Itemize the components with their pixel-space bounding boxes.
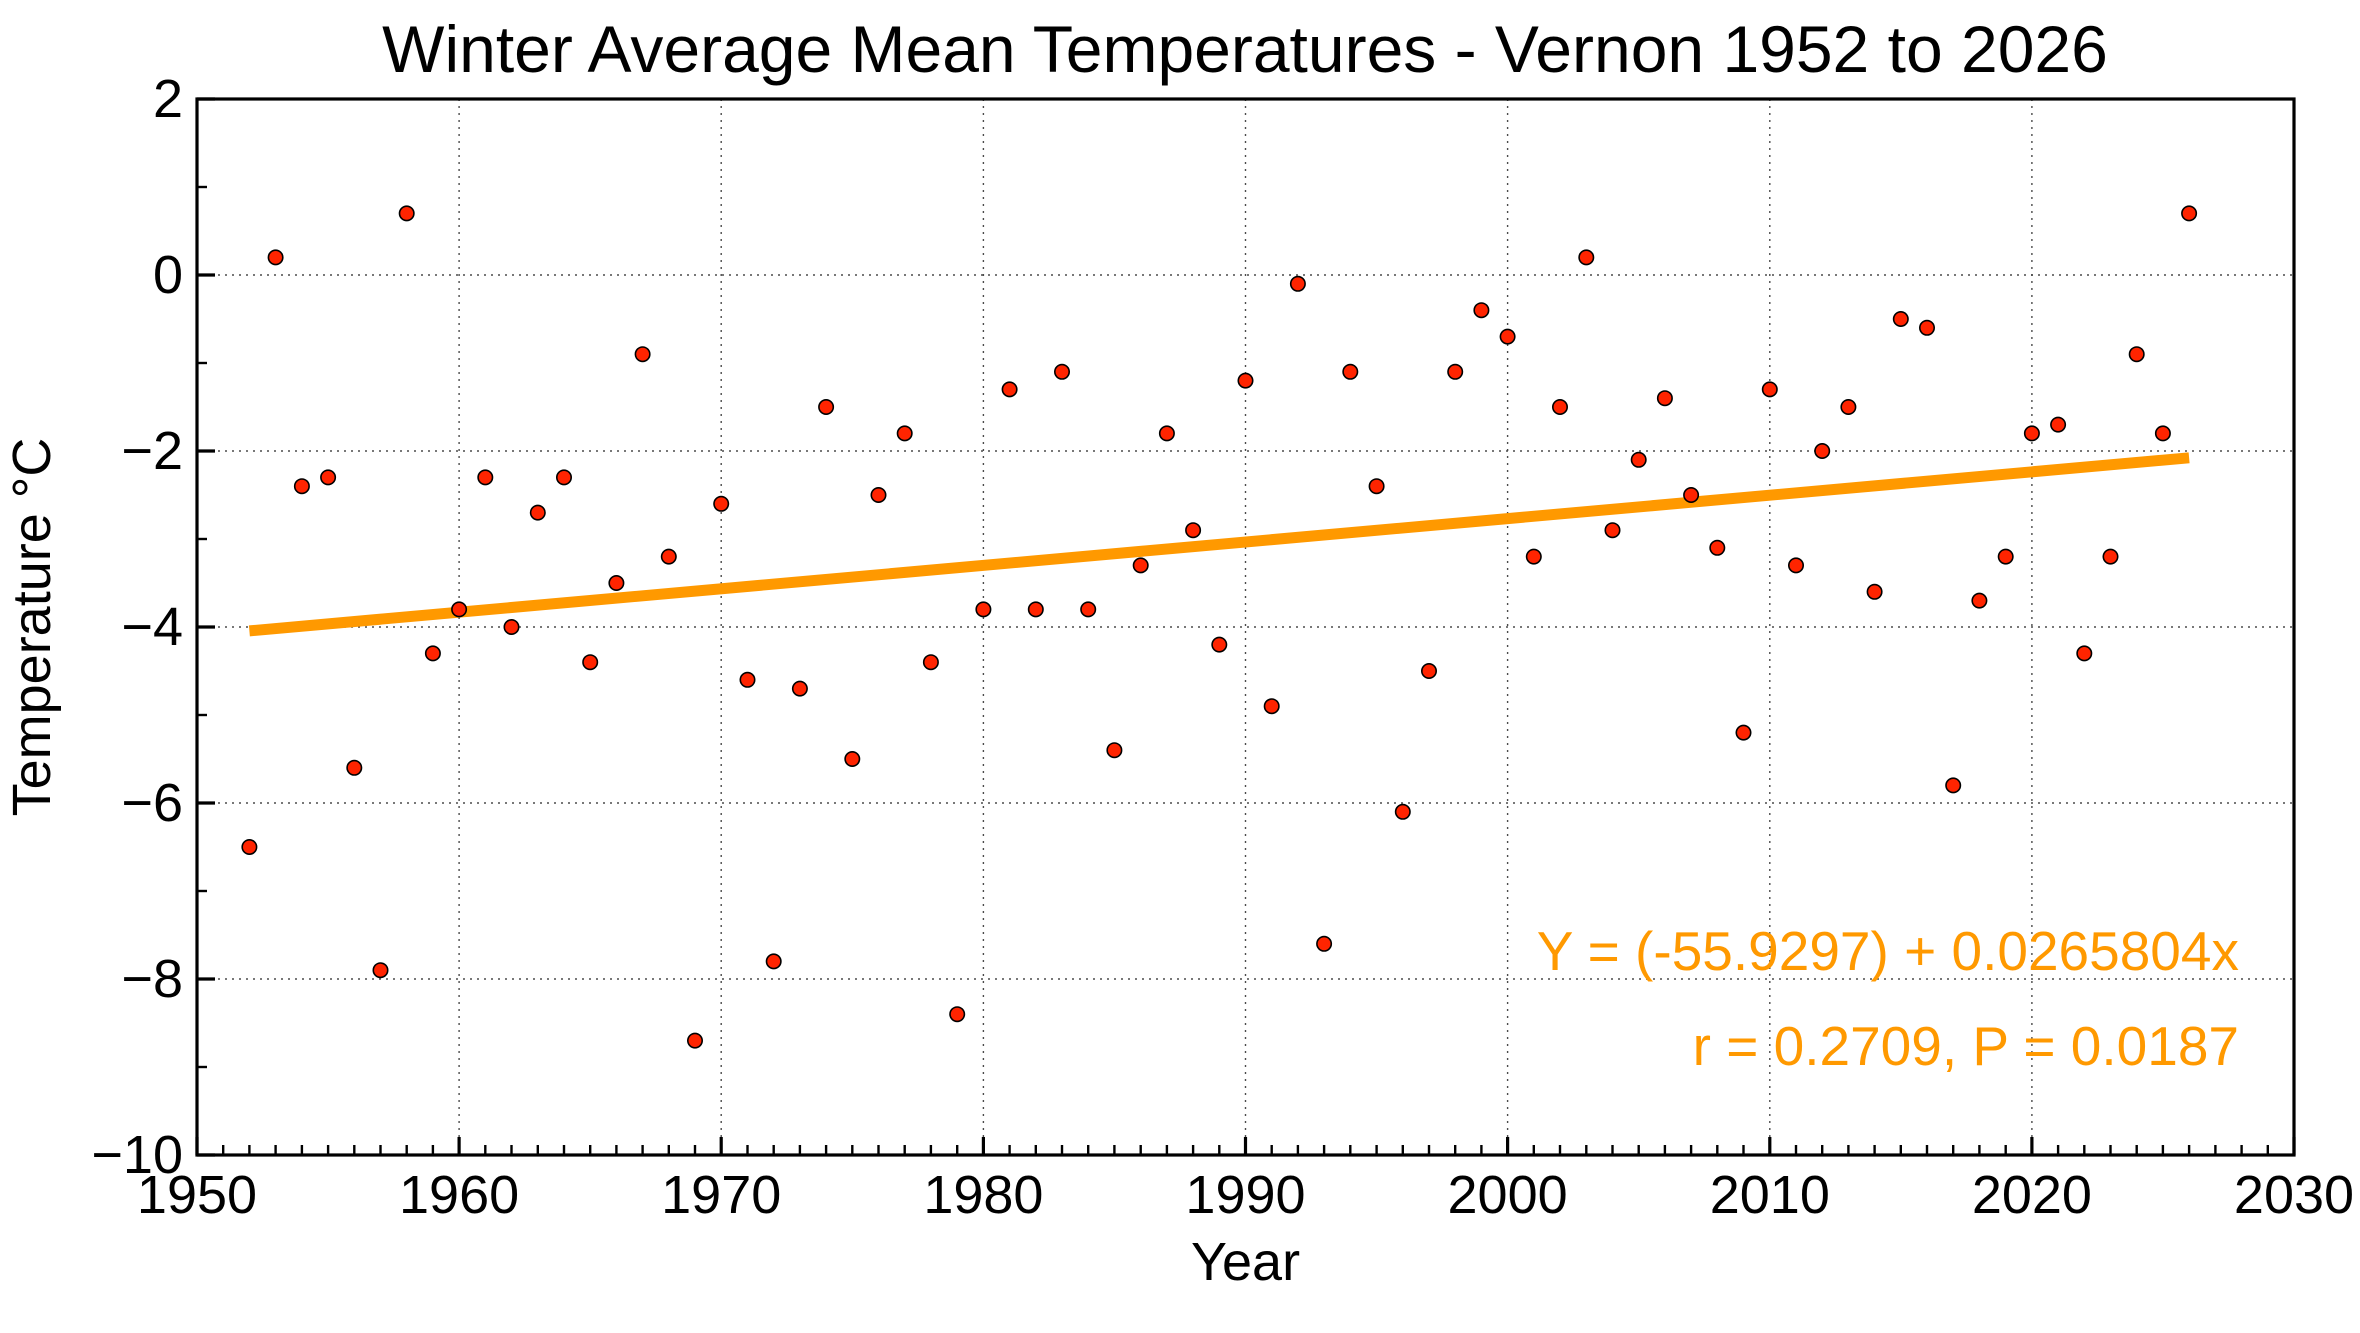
svg-text:−6: −6 <box>121 773 183 833</box>
svg-text:2030: 2030 <box>2234 1165 2354 1225</box>
svg-text:1990: 1990 <box>1185 1165 1305 1225</box>
svg-text:0: 0 <box>153 245 183 305</box>
svg-text:2: 2 <box>153 69 183 129</box>
svg-text:Y = (-55.9297) + 0.0265804x: Y = (-55.9297) + 0.0265804x <box>1537 920 2239 982</box>
svg-text:−8: −8 <box>121 949 183 1009</box>
svg-text:2020: 2020 <box>1972 1165 2092 1225</box>
svg-text:r = 0.2709, P = 0.0187: r = 0.2709, P = 0.0187 <box>1693 1015 2239 1077</box>
svg-text:1980: 1980 <box>923 1165 1043 1225</box>
svg-text:−2: −2 <box>121 421 183 481</box>
svg-text:1950: 1950 <box>137 1165 257 1225</box>
svg-text:Temperature °C: Temperature °C <box>2 438 62 817</box>
svg-text:Year: Year <box>1191 1232 1300 1292</box>
svg-text:1970: 1970 <box>661 1165 781 1225</box>
svg-text:−4: −4 <box>121 597 183 657</box>
svg-text:2000: 2000 <box>1448 1165 1568 1225</box>
svg-text:1960: 1960 <box>399 1165 519 1225</box>
svg-text:Winter Average Mean Temperatur: Winter Average Mean Temperatures - Verno… <box>382 12 2108 86</box>
svg-text:2010: 2010 <box>1710 1165 1830 1225</box>
